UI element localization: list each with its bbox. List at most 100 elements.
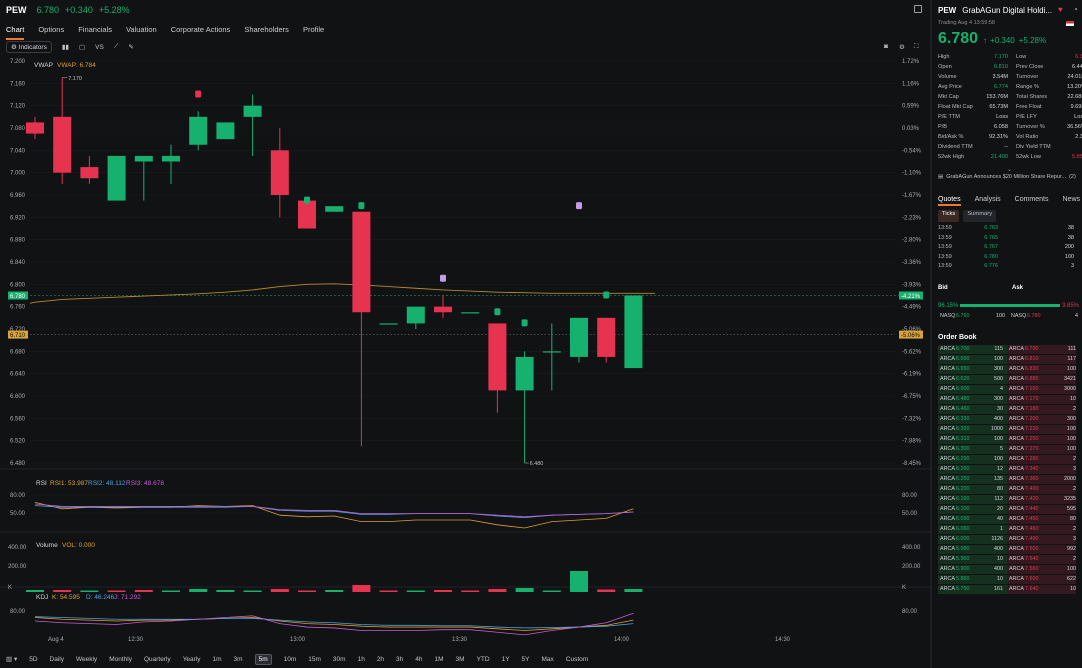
expand-stats-chevron-icon[interactable]: ⌄ — [1007, 167, 1013, 173]
bid-price: 6.200 — [956, 485, 970, 492]
tab-chart[interactable]: Chart — [6, 22, 25, 40]
stat-value: 22.68M — [1067, 94, 1082, 100]
favorite-heart-icon[interactable]: ♥ — [1058, 5, 1063, 14]
order-book[interactable]: ARCA 6.700 115 ARCA 6.790 111 ARCA 6.690 100 ARCA… — [938, 344, 1082, 594]
bid-size: 4 — [1000, 385, 1003, 392]
volume-bar — [325, 590, 344, 592]
ask-side: ARCA 7.150 3000 — [1007, 384, 1076, 394]
tab-analysis[interactable]: Analysis — [974, 195, 1001, 203]
layout-toggle-icon[interactable]: ▥ ▾ — [6, 656, 18, 663]
ask-price: 7.500 — [1025, 545, 1039, 552]
timeframe-monthly[interactable]: Monthly — [109, 655, 132, 663]
timeframe-5d[interactable]: 5D — [29, 655, 38, 663]
fullscreen-icon[interactable]: ⛶ — [914, 43, 919, 50]
line-chart-icon[interactable]: ⟋ — [113, 43, 119, 50]
candle-type-icon[interactable]: ▮▮ — [61, 44, 69, 51]
tab-shareholders[interactable]: Shareholders — [244, 24, 289, 34]
tab-financials[interactable]: Financials — [78, 24, 112, 34]
indicators-button[interactable]: ⚙ Indicators — [6, 41, 52, 53]
tab-quotes[interactable]: Quotes — [938, 195, 961, 206]
ask-exchange: ARCA — [1009, 505, 1024, 512]
ask-side: ARCA 7.450 80 — [1007, 514, 1076, 524]
timeframe-3m[interactable]: 3m — [233, 655, 243, 663]
settings-gear-icon[interactable]: ⚙ — [899, 44, 905, 51]
subtab-ticks[interactable]: Ticks — [938, 210, 960, 222]
bid-exchange: ARCA — [940, 435, 955, 442]
volume-bar — [379, 590, 398, 592]
timeframe-30m[interactable]: 30m — [332, 655, 346, 663]
bid-side: ARCA 5.900 400 — [938, 564, 1007, 574]
bid-exchange: ARCA — [940, 485, 955, 492]
tab-options[interactable]: Options — [38, 24, 65, 34]
timeframe-custom[interactable]: Custom — [565, 655, 589, 663]
stats-row: Mkt Cap 153.76M Total Shares 22.68M — [938, 92, 1082, 102]
timeframe-ytd[interactable]: YTD — [476, 655, 490, 663]
stat-label: Turnover % — [1016, 124, 1045, 130]
alert-bell-icon[interactable]: ◔ — [1073, 5, 1078, 14]
ask-price: 7.220 — [1025, 425, 1039, 432]
timeframe-4h[interactable]: 4h — [415, 655, 423, 663]
price-chart[interactable]: 7.200 1.72% 7.160 1.16% 7.120 0.59% 7.080 0.03%… — [0, 54, 930, 648]
stats-row: 52wk High 21.400 52wk Low 5.850 — [938, 152, 1082, 162]
camera-icon[interactable]: ◙ — [884, 43, 888, 50]
volume-bar — [134, 590, 153, 592]
timeframe-5y[interactable]: 5Y — [521, 655, 530, 663]
timeframe-quarterly[interactable]: Quarterly — [143, 655, 171, 663]
stat-label: Avg Price — [938, 84, 962, 90]
draw-pencil-icon[interactable]: ✎ — [128, 44, 134, 51]
pct-tick-label: -2.23% — [902, 215, 922, 221]
event-badge — [440, 274, 446, 282]
candle-body — [434, 306, 452, 313]
tab-corporate-actions[interactable]: Corporate Actions — [170, 24, 231, 34]
panel-divider[interactable] — [930, 0, 932, 668]
tab-profile[interactable]: Profile — [302, 24, 325, 34]
timeframe-3m[interactable]: 3M — [455, 655, 465, 663]
order-book-title: Order Book — [938, 334, 977, 341]
timeframe-15m[interactable]: 15m — [308, 655, 321, 663]
tick-row: 13:59 6.763 38 — [938, 224, 1082, 234]
candle-body — [80, 167, 99, 179]
pct-tick-label: 1.16% — [902, 81, 920, 87]
chart-toolbar: ⚙ Indicators ▮▮ ▢ VS ⟋ ✎ ◙ ⚙ ⛶ — [0, 40, 930, 54]
tab-news[interactable]: News — [1062, 195, 1081, 203]
bid-exchange: ARCA — [940, 355, 955, 362]
event-badge — [521, 319, 528, 327]
current-price-tag — [8, 291, 28, 300]
compare-button[interactable]: VS — [95, 43, 104, 51]
ask-exchange: ARCA — [1009, 515, 1024, 522]
news-ticker[interactable]: ▤ GrabAGun Announces $20 Million Share R… — [938, 170, 1082, 184]
volume-tick-right: 200.00 — [902, 564, 921, 570]
bid-exchange: ARCA — [940, 555, 955, 562]
timeframe-3h[interactable]: 3h — [396, 655, 404, 663]
volume-bar — [570, 571, 588, 592]
popout-icon[interactable] — [914, 5, 922, 13]
timeframe-1m[interactable]: 1M — [434, 655, 444, 663]
ask-price: 7.560 — [1025, 565, 1039, 572]
tab-valuation[interactable]: Valuation — [125, 24, 157, 34]
timeframe-1y[interactable]: 1Y — [501, 655, 510, 663]
timeframe-10m[interactable]: 10m — [283, 655, 297, 663]
timeframe-max[interactable]: Max — [541, 655, 554, 663]
ask-size: 3421 — [1064, 375, 1076, 382]
subtab-summary[interactable]: Summary — [963, 210, 997, 222]
tick-time: 13:59 — [938, 225, 952, 231]
bid-side: ARCA 5.960 10 — [938, 554, 1007, 564]
pct-tick-label: 1.72% — [902, 59, 920, 65]
timeframe-1m[interactable]: 1m — [212, 655, 222, 663]
rsi-tick-right: 80.00 — [902, 493, 918, 499]
timeframe-2h[interactable]: 2h — [376, 655, 385, 663]
time-label: 14:00 — [614, 637, 630, 643]
candle-body — [107, 155, 126, 201]
square-icon[interactable]: ▢ — [78, 44, 86, 51]
stat-value: 7.170 — [994, 54, 1008, 60]
bid-price: 5.900 — [956, 565, 970, 572]
tab-comments[interactable]: Comments — [1014, 195, 1049, 203]
timeframe-daily[interactable]: Daily — [49, 655, 64, 663]
timeframe-yearly[interactable]: Yearly — [182, 655, 201, 663]
timeframe-5m[interactable]: 5m — [254, 653, 272, 665]
tick-list[interactable]: 13:59 6.763 38 13:59 6.765 38 13:59 6.767 200 13:… — [938, 224, 1082, 272]
timeframe-weekly[interactable]: Weekly — [75, 655, 98, 663]
price-tick-label: 6.680 — [10, 349, 26, 355]
ask-label: Ask — [1012, 284, 1024, 291]
timeframe-1h[interactable]: 1h — [357, 655, 365, 663]
